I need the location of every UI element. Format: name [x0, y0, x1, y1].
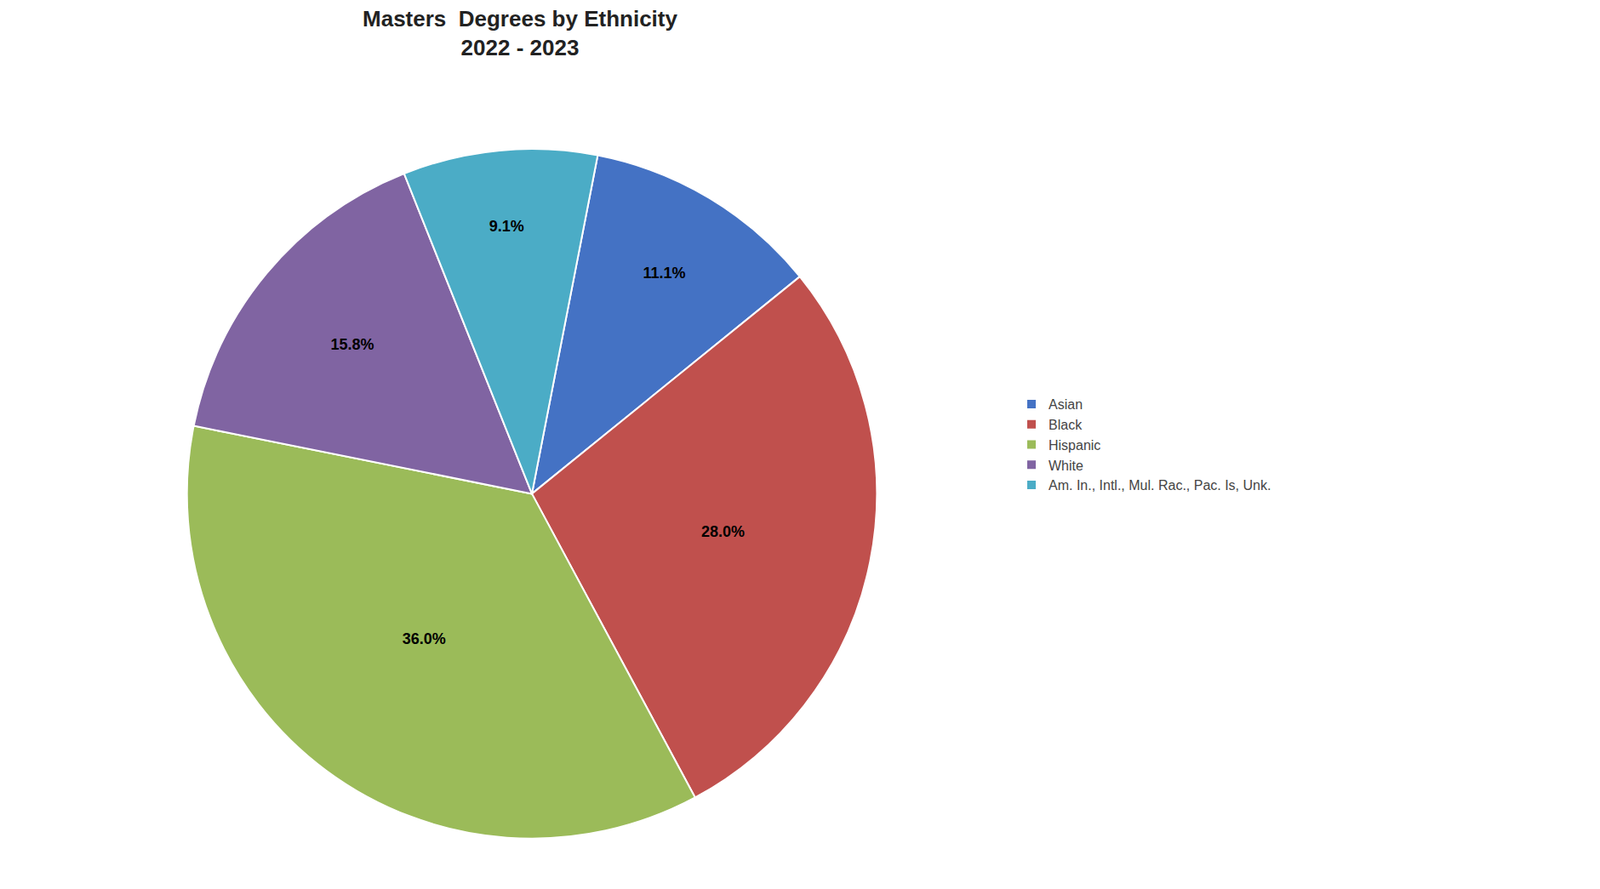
svg-text:Asian: Asian — [1048, 397, 1083, 412]
svg-text:28.0%: 28.0% — [701, 523, 745, 541]
svg-text:11.1%: 11.1% — [642, 264, 686, 282]
svg-text:Am. In., Intl., Mul. Rac., Pac: Am. In., Intl., Mul. Rac., Pac. Is, Unk. — [1048, 478, 1271, 493]
svg-text:15.8%: 15.8% — [331, 336, 375, 354]
svg-text:9.1%: 9.1% — [489, 217, 525, 235]
svg-text:Masters Degrees by Ethnicity2: Masters Degrees by Ethnicity2022 - 2023 — [362, 5, 678, 61]
svg-text:Hispanic: Hispanic — [1048, 438, 1101, 453]
svg-text:Black: Black — [1048, 417, 1083, 433]
svg-text:36.0%: 36.0% — [402, 630, 446, 648]
svg-text:White: White — [1048, 458, 1084, 474]
